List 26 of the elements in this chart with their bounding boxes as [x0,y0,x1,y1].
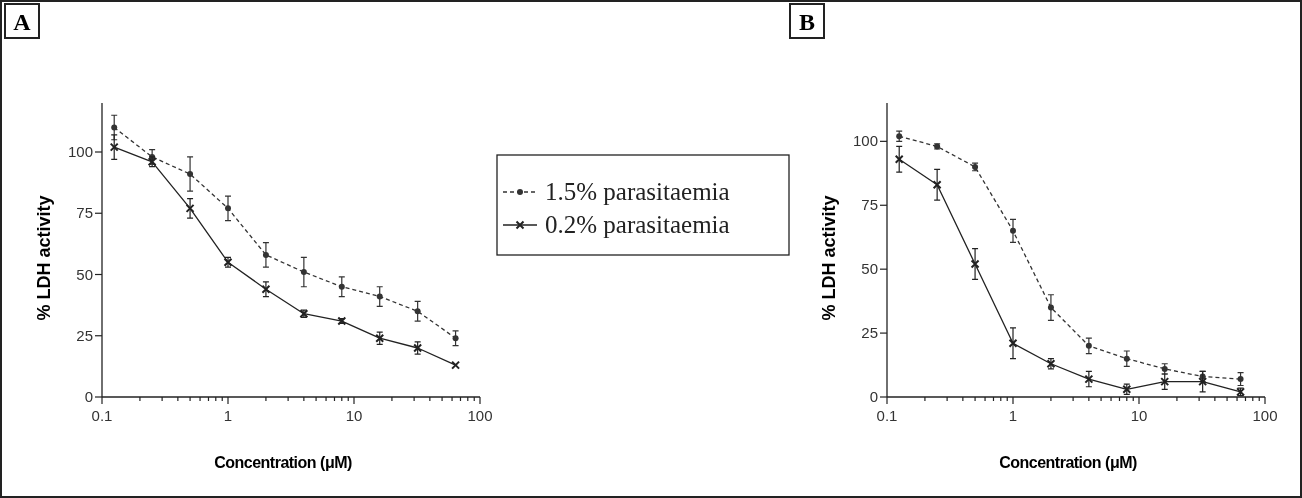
legend-label: 1.5% parasitaemia [545,178,730,205]
y-tick-label: 75 [861,196,878,214]
x-tick-label: 10 [1130,407,1148,424]
y-tick-label: 25 [76,326,93,344]
x-tick-label: 100 [1252,407,1278,424]
x-tick-label: 1 [1008,407,1018,424]
y-tick-label: 0 [869,388,878,405]
chart-title: A [13,9,32,35]
x-tick-label: 0.1 [91,407,113,424]
legend-label: 0.2% parasitaemia [545,211,730,238]
x-axis-title: Concentration (μM) [214,454,352,471]
y-axis-title: % LDH activity [34,195,54,321]
x-axis-title: Concentration (μM) [999,454,1137,471]
y-tick-label: 75 [76,204,93,222]
x-tick-label: 0.1 [876,407,898,424]
x-tick-label: 100 [467,407,493,424]
y-tick-label: 25 [861,324,878,342]
y-tick-label: 50 [861,260,878,278]
chart-title: B [798,9,816,35]
x-tick-label: 10 [345,407,363,424]
y-tick-label: 100 [852,132,878,150]
y-tick-label: 100 [67,143,93,160]
y-tick-label: 0 [84,388,93,405]
y-tick-label: 50 [76,265,93,283]
x-tick-label: 1 [223,407,233,424]
y-axis-title: % LDH activity [819,195,839,321]
